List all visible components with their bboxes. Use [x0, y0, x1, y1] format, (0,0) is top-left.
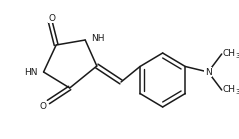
Text: NH: NH: [91, 33, 104, 43]
Text: CH: CH: [223, 49, 236, 58]
Text: 3: 3: [235, 53, 239, 59]
Text: HN: HN: [24, 68, 38, 76]
Text: 3: 3: [235, 89, 239, 95]
Text: O: O: [49, 13, 56, 23]
Text: CH: CH: [223, 85, 236, 94]
Text: N: N: [205, 68, 212, 76]
Text: O: O: [39, 101, 46, 111]
